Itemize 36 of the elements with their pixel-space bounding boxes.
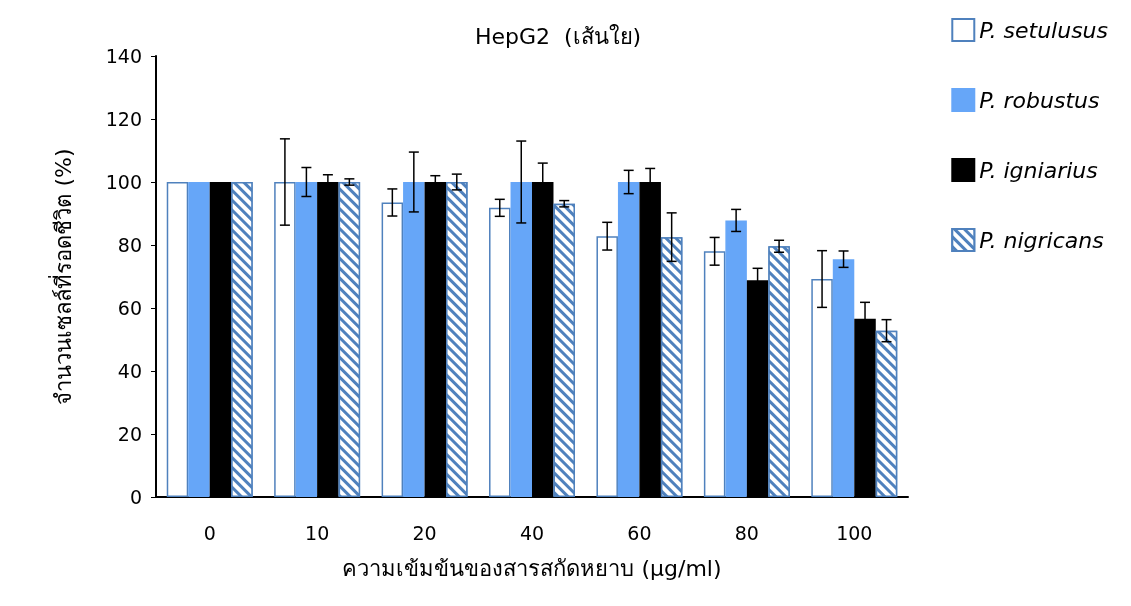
bar xyxy=(166,182,189,497)
y-tick-label: 100 xyxy=(105,171,142,193)
y-tick-label: 60 xyxy=(117,297,142,319)
legend-label: P. robustus xyxy=(979,87,1100,113)
x-axis-title: ความเข้มข้นของสารสกัดหยาบ (µg/ml) xyxy=(342,555,722,581)
x-tick-label: 40 xyxy=(519,521,545,544)
chart-title: HepG2 (เส้นใย) xyxy=(474,23,642,49)
bar xyxy=(832,259,855,497)
bar xyxy=(811,279,833,497)
y-tick-label: 20 xyxy=(117,423,142,445)
y-tick-label: 140 xyxy=(105,45,142,67)
x-tick-label: 80 xyxy=(734,521,759,544)
bar xyxy=(403,182,425,497)
legend-label: P. nigricans xyxy=(979,227,1104,253)
bar xyxy=(510,182,532,497)
y-tick-label: 40 xyxy=(117,360,142,382)
x-tick-label: 10 xyxy=(305,521,330,544)
y-axis-title: จำนวนเซลล์ที่รอดชีวิต (%) xyxy=(47,148,76,405)
bar xyxy=(725,220,747,497)
x-tick-label: 60 xyxy=(627,521,652,544)
y-tick-label: 0 xyxy=(129,486,142,508)
x-tick-label: 20 xyxy=(412,521,437,544)
bar xyxy=(617,182,640,497)
legend-label: P. igniarius xyxy=(979,157,1098,183)
bar xyxy=(381,202,404,497)
y-tick-label: 80 xyxy=(117,234,142,256)
legend-label: P. setulusus xyxy=(979,17,1109,43)
x-tick-label: 0 xyxy=(203,521,216,544)
bar xyxy=(596,236,618,497)
bar xyxy=(188,182,210,497)
bar xyxy=(295,182,318,497)
y-tick-label: 120 xyxy=(105,108,142,130)
x-tick-label: 100 xyxy=(836,521,873,544)
bar xyxy=(274,182,296,497)
bar xyxy=(703,251,726,497)
bar xyxy=(489,207,511,497)
